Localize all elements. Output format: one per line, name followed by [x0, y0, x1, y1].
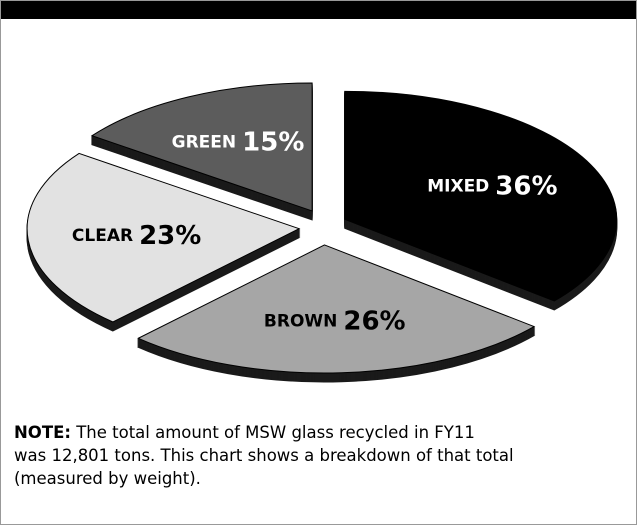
note-text: The total amount of MSW glass recycled i… [76, 423, 475, 442]
slice [26, 152, 301, 323]
note-label: NOTE: [14, 423, 71, 442]
category-label: BROWN [264, 312, 337, 332]
category-label: GREEN [172, 133, 237, 153]
value-label: 36% [495, 171, 557, 201]
slice [344, 90, 618, 302]
category-label: MIXED [427, 177, 489, 197]
header-bar [1, 1, 636, 19]
note-line: NOTE: The total amount of MSW glass recy… [14, 421, 514, 444]
chart: MIXED 36% BROWN 26% CLEAR 23% GREEN 15% [26, 82, 618, 383]
value-label: 15% [242, 127, 304, 157]
slice [90, 82, 313, 212]
note-text: (measured by weight). [14, 469, 201, 488]
value-label: 26% [343, 306, 405, 336]
category-label: CLEAR [72, 226, 133, 246]
value-label: 23% [139, 220, 201, 250]
slice-label: BROWN 26% [264, 306, 406, 336]
note: NOTE: The total amount of MSW glass recy… [14, 421, 514, 490]
slice-label: CLEAR 23% [72, 220, 201, 250]
slice-label: GREEN 15% [172, 127, 305, 157]
slice-label: MIXED 36% [427, 171, 557, 201]
slice [137, 244, 536, 374]
note-text: was 12,801 tons. This chart shows a brea… [14, 446, 514, 465]
